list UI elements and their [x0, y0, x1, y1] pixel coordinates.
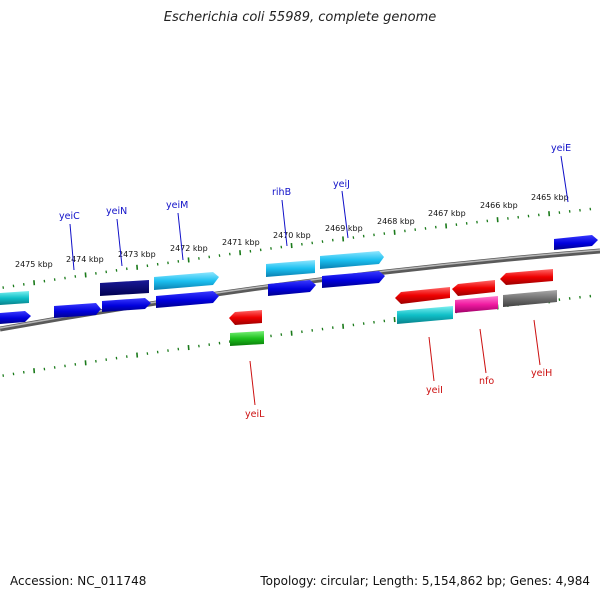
gene-feature[interactable] [554, 235, 598, 250]
gene-feature[interactable] [395, 287, 450, 304]
gene-feature[interactable] [322, 271, 385, 288]
upper-scale-ticks [2, 207, 592, 289]
tick-label: 2470 kbp [273, 231, 311, 240]
gene-label-yeil: yeiL [245, 409, 265, 420]
gene-feature[interactable] [54, 303, 101, 318]
gene-feature[interactable] [266, 260, 315, 277]
gene-feature[interactable] [154, 272, 219, 290]
gene-feature[interactable] [320, 251, 384, 269]
reverse-strand-genes [229, 269, 557, 346]
tick-label: 2473 kbp [118, 250, 156, 259]
tick-label: 2467 kbp [428, 209, 466, 218]
gene-label-yeij: yeiJ [333, 179, 350, 190]
gene-feature[interactable] [102, 298, 151, 312]
map-title: Escherichia coli 55989, complete genome [163, 10, 437, 25]
gene-label-nfo: nfo [479, 376, 494, 387]
gene-feature[interactable] [229, 310, 262, 325]
gene-feature[interactable] [452, 280, 495, 296]
gene-label-yeic: yeiC [59, 211, 80, 222]
gene-label-yeii: yeiI [426, 385, 443, 396]
gene-feature[interactable] [503, 290, 557, 307]
gene-label-yeie: yeiE [551, 143, 571, 154]
tick-label: 2471 kbp [222, 238, 260, 247]
tick-label: 2468 kbp [377, 217, 415, 226]
genome-stats-text: Topology: circular; Length: 5,154,862 bp… [260, 574, 590, 588]
gene-feature[interactable] [0, 311, 31, 324]
gene-label-rihb: rihB [272, 187, 291, 198]
tick-label: 2466 kbp [480, 201, 518, 210]
forward-strand-genes [0, 235, 598, 324]
tick-label: 2472 kbp [170, 244, 208, 253]
gene-feature[interactable] [0, 291, 29, 305]
tick-label: 2475 kbp [15, 260, 53, 269]
gene-feature[interactable] [455, 296, 498, 313]
gene-feature[interactable] [230, 331, 264, 346]
accession-text: Accession: NC_011748 [10, 574, 147, 588]
gene-feature[interactable] [100, 280, 149, 296]
tick-label: 2469 kbp [325, 224, 363, 233]
gene-feature[interactable] [156, 291, 219, 308]
gene-label-yeih: yeiH [531, 368, 552, 379]
tick-label: 2465 kbp [531, 193, 569, 202]
gene-feature[interactable] [268, 280, 316, 296]
gene-label-leaders [69, 155, 569, 406]
gene-feature[interactable] [397, 306, 453, 324]
tick-label: 2474 kbp [66, 255, 104, 264]
gene-feature[interactable] [500, 269, 553, 285]
gene-label-yein: yeiN [106, 206, 127, 217]
gene-label-yeim: yeiM [166, 200, 188, 211]
